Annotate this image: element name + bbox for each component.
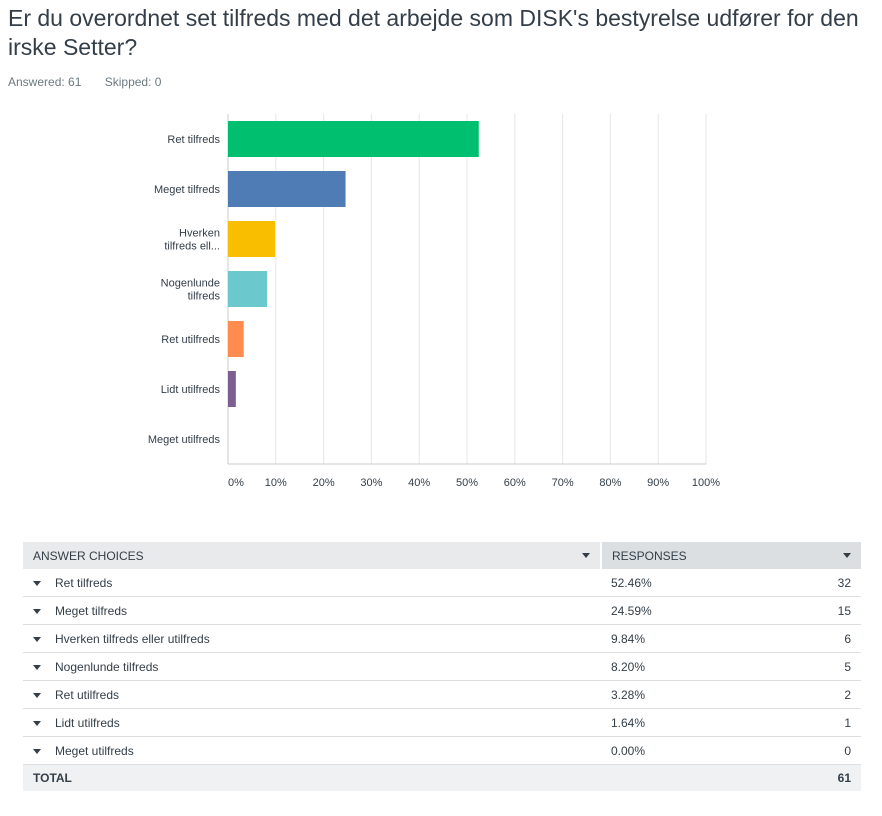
expand-caret-icon[interactable]	[33, 664, 41, 670]
bar-chart: 0% 10% 20% 30% 40% 50% 60% 70% 80% 90% 100% Ret til…	[148, 114, 720, 489]
x-tick-label: 50%	[456, 477, 478, 489]
table-row: Lidt utilfreds 1.64% 1	[23, 708, 861, 737]
table-row: Ret tilfreds 52.46% 32	[23, 569, 861, 597]
choice-label: Meget tilfreds	[55, 603, 128, 618]
category-label: Ret utilfreds	[161, 334, 220, 346]
category-label: tilfreds	[188, 291, 221, 303]
choice-percent: 3.28%	[601, 680, 801, 709]
sort-caret-icon[interactable]	[843, 553, 851, 558]
category-label: Nogenlunde	[161, 278, 220, 290]
x-tick-label: 40%	[408, 477, 430, 489]
x-tick-label: 100%	[692, 477, 720, 489]
total-count: 61	[801, 764, 861, 791]
question-title: Er du overordnet set tilfreds med det ar…	[8, 5, 859, 60]
choice-count: 6	[801, 624, 861, 653]
bar[interactable]	[228, 271, 268, 307]
bar[interactable]	[228, 171, 346, 207]
responses-header[interactable]: RESPONSES	[600, 542, 861, 569]
expand-caret-icon[interactable]	[33, 720, 41, 726]
bar[interactable]	[228, 221, 276, 257]
choice-count: 0	[801, 736, 861, 765]
choice-percent: 8.20%	[601, 652, 801, 681]
choice-count: 1	[801, 708, 861, 737]
choice-percent: 9.84%	[601, 624, 801, 653]
x-tick-label: 0%	[228, 477, 244, 489]
total-row: TOTAL 61	[23, 764, 861, 791]
choice-label: Ret tilfreds	[55, 575, 113, 590]
expand-caret-icon[interactable]	[33, 692, 41, 698]
x-tick-label: 60%	[504, 477, 526, 489]
answer-choices-header-label: ANSWER CHOICES	[33, 548, 144, 563]
x-tick-label: 10%	[265, 477, 287, 489]
expand-caret-icon[interactable]	[33, 636, 41, 642]
expand-caret-icon[interactable]	[33, 580, 41, 586]
choice-count: 5	[801, 652, 861, 681]
bar[interactable]	[228, 321, 244, 357]
category-label: Lidt utilfreds	[161, 384, 221, 396]
choice-count: 15	[801, 596, 861, 625]
category-label: Meget tilfreds	[154, 184, 221, 196]
choice-label: Nogenlunde tilfreds	[55, 659, 159, 674]
expand-caret-icon[interactable]	[33, 748, 41, 754]
skipped-count: Skipped: 0	[104, 75, 162, 89]
category-label: Ret tilfreds	[167, 134, 220, 146]
choice-count: 32	[801, 569, 861, 597]
answer-choices-header[interactable]: ANSWER CHOICES	[23, 542, 601, 569]
answer-table: ANSWER CHOICES RESPONSES Ret tilfreds 52…	[23, 542, 861, 791]
answered-count: Answered: 61	[8, 75, 82, 89]
table-row: Meget utilfreds 0.00% 0	[23, 736, 861, 765]
choice-percent: 52.46%	[601, 569, 801, 597]
sort-caret-icon[interactable]	[582, 553, 590, 558]
x-tick-label: 70%	[552, 477, 574, 489]
choice-label: Lidt utilfreds	[55, 715, 120, 730]
table-row: Nogenlunde tilfreds 8.20% 5	[23, 652, 861, 681]
category-label: Hverken	[179, 228, 220, 240]
choice-percent: 24.59%	[601, 596, 801, 625]
choice-label: Ret utilfreds	[55, 687, 120, 702]
response-meta: Answered: 61 Skipped: 0	[8, 75, 181, 89]
x-tick-label: 20%	[313, 477, 335, 489]
choice-count: 2	[801, 680, 861, 709]
bar[interactable]	[228, 121, 479, 157]
choice-label: Hverken tilfreds eller utilfreds	[55, 631, 210, 646]
category-label: Meget utilfreds	[148, 434, 221, 446]
choice-percent: 1.64%	[601, 708, 801, 737]
choice-label: Meget utilfreds	[55, 743, 134, 758]
table-row: Hverken tilfreds eller utilfreds 9.84% 6	[23, 624, 861, 653]
x-tick-label: 90%	[647, 477, 669, 489]
responses-header-label: RESPONSES	[612, 548, 687, 563]
bar[interactable]	[228, 371, 236, 407]
x-tick-label: 80%	[599, 477, 621, 489]
category-label: tilfreds ell...	[164, 241, 220, 253]
total-label: TOTAL	[23, 764, 601, 791]
table-row: Meget tilfreds 24.59% 15	[23, 596, 861, 625]
table-row: Ret utilfreds 3.28% 2	[23, 680, 861, 709]
x-tick-label: 30%	[360, 477, 382, 489]
choice-percent: 0.00%	[601, 736, 801, 765]
expand-caret-icon[interactable]	[33, 608, 41, 614]
total-spacer	[601, 764, 801, 791]
